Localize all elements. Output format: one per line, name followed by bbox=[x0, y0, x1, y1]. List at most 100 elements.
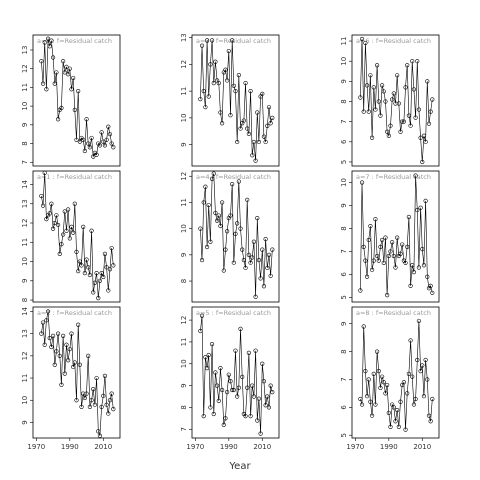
data-point bbox=[268, 121, 273, 126]
data-point bbox=[218, 223, 223, 229]
data-point bbox=[49, 201, 54, 206]
data-point bbox=[383, 99, 388, 104]
data-point bbox=[405, 391, 410, 396]
panel-strip: a=8 : f=Residual catch bbox=[356, 309, 431, 317]
y-tick-label: 9 bbox=[21, 279, 29, 283]
data-point bbox=[233, 348, 238, 353]
data-point bbox=[225, 229, 230, 234]
data-point bbox=[59, 105, 64, 111]
data-point bbox=[214, 383, 220, 388]
y-tick-label: 9 bbox=[340, 203, 348, 207]
data-point bbox=[260, 91, 265, 96]
data-point bbox=[418, 369, 423, 374]
data-point bbox=[209, 38, 215, 43]
data-point bbox=[89, 135, 94, 141]
data-point bbox=[400, 242, 405, 247]
data-point bbox=[366, 377, 371, 382]
data-point bbox=[79, 263, 84, 268]
data-point bbox=[198, 328, 203, 334]
data-point bbox=[380, 374, 385, 379]
y-tick-label: 13 bbox=[180, 33, 188, 42]
data-point bbox=[62, 371, 67, 376]
data-point bbox=[82, 148, 87, 154]
data-point bbox=[361, 244, 366, 249]
data-point bbox=[380, 237, 385, 243]
data-point bbox=[368, 224, 373, 229]
data-point bbox=[106, 411, 111, 416]
data-point bbox=[204, 244, 210, 250]
data-point bbox=[221, 422, 226, 428]
data-point bbox=[376, 369, 381, 374]
data-point bbox=[405, 63, 410, 68]
data-point bbox=[109, 391, 114, 396]
data-point bbox=[231, 83, 236, 88]
data-point bbox=[238, 326, 243, 331]
data-point bbox=[198, 226, 203, 231]
data-point bbox=[236, 385, 241, 390]
data-point bbox=[102, 251, 108, 256]
data-point bbox=[260, 361, 265, 366]
data-point bbox=[39, 193, 44, 199]
data-point bbox=[363, 258, 368, 263]
y-tick-label: 14 bbox=[21, 306, 29, 315]
series-line bbox=[41, 38, 114, 158]
data-point bbox=[211, 411, 216, 417]
data-point bbox=[266, 105, 272, 110]
data-point bbox=[82, 395, 87, 401]
data-point bbox=[69, 224, 74, 229]
data-point bbox=[363, 40, 368, 46]
data-point bbox=[386, 410, 391, 416]
data-point bbox=[250, 255, 255, 260]
data-point bbox=[82, 271, 87, 276]
y-tick-label: 8 bbox=[21, 141, 29, 145]
x-tick-label: 1970 bbox=[346, 443, 364, 451]
data-point bbox=[359, 402, 365, 407]
data-point bbox=[418, 135, 423, 140]
data-point bbox=[413, 115, 418, 120]
data-point bbox=[411, 270, 417, 275]
data-point bbox=[266, 252, 272, 257]
data-point bbox=[77, 259, 82, 264]
data-point bbox=[388, 249, 393, 254]
data-point bbox=[198, 97, 203, 102]
y-tick-label: 11 bbox=[21, 83, 29, 92]
data-point bbox=[67, 66, 72, 71]
data-point bbox=[214, 218, 220, 223]
y-tick-label: 12 bbox=[21, 64, 29, 73]
data-point bbox=[211, 81, 216, 86]
data-point bbox=[373, 402, 378, 407]
panel-frame bbox=[191, 170, 280, 303]
data-point bbox=[52, 220, 57, 226]
data-point bbox=[61, 59, 66, 64]
data-point bbox=[369, 135, 375, 140]
data-point bbox=[66, 207, 71, 212]
series-line bbox=[360, 320, 433, 430]
data-point bbox=[423, 198, 428, 203]
data-point bbox=[104, 402, 109, 407]
data-point bbox=[213, 210, 218, 216]
data-point bbox=[201, 200, 206, 205]
data-point bbox=[220, 121, 225, 126]
data-point bbox=[398, 251, 403, 256]
data-point bbox=[59, 382, 64, 387]
data-point bbox=[101, 139, 106, 144]
data-point bbox=[361, 324, 366, 329]
data-point bbox=[383, 391, 388, 396]
data-point bbox=[107, 132, 113, 137]
y-tick-label: 5 bbox=[340, 160, 348, 164]
data-point bbox=[54, 349, 59, 354]
data-point bbox=[226, 48, 231, 54]
data-point bbox=[230, 182, 235, 187]
y-tick-label: 12 bbox=[21, 351, 29, 360]
data-point bbox=[225, 390, 230, 395]
data-point bbox=[428, 109, 433, 114]
data-point bbox=[401, 380, 406, 385]
data-point bbox=[225, 78, 230, 83]
data-point bbox=[253, 158, 258, 163]
y-tick-label: 12 bbox=[180, 60, 188, 69]
data-point bbox=[52, 362, 57, 367]
data-point bbox=[87, 272, 92, 278]
y-tick-label: 13 bbox=[21, 46, 29, 55]
data-point bbox=[97, 433, 103, 438]
data-point bbox=[44, 87, 49, 92]
